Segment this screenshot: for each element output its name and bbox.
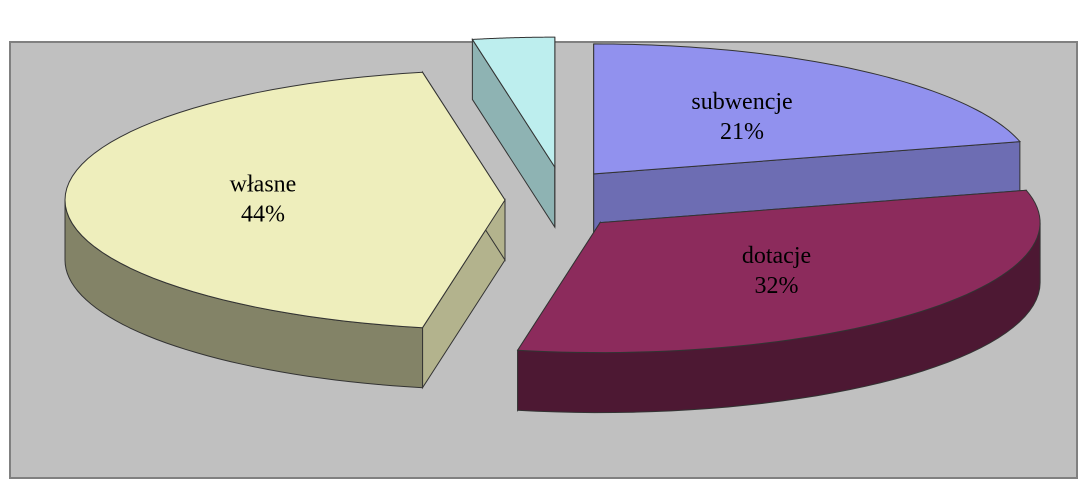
pie-slice	[471, 36, 556, 169]
slice-label: subwencje	[691, 89, 792, 115]
pie-tops	[64, 36, 1041, 354]
pie-slice	[593, 43, 1021, 175]
slice-value-label: 32%	[755, 273, 799, 299]
slice-value-label: 44%	[241, 202, 285, 228]
slice-label: własne	[230, 172, 297, 198]
slice-label: dotacje	[742, 243, 811, 269]
pie-slice	[64, 71, 506, 329]
slice-value-label: 21%	[720, 119, 764, 145]
pie-slice	[516, 189, 1041, 354]
